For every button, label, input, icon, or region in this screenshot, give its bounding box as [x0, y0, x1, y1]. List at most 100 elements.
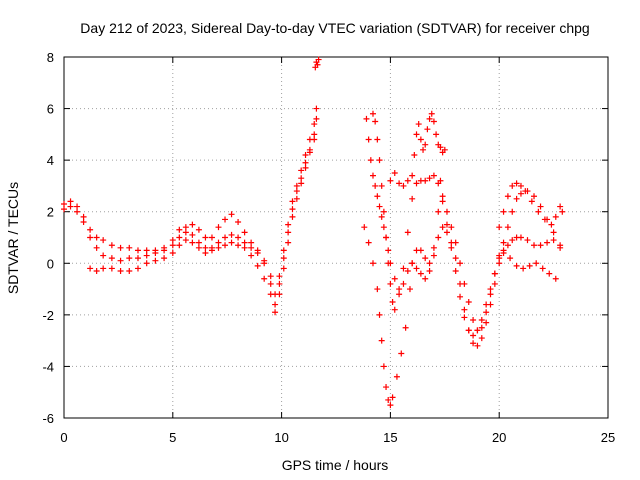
data-point: [422, 255, 429, 262]
data-point: [517, 182, 524, 189]
data-point: [528, 198, 535, 205]
data-point: [430, 252, 437, 259]
x-tick-label: 5: [169, 430, 176, 445]
data-point: [228, 239, 235, 246]
data-point: [367, 157, 374, 164]
data-point: [272, 301, 279, 308]
data-point: [387, 177, 394, 184]
data-point: [411, 151, 418, 158]
data-point: [285, 239, 292, 246]
series-8: [387, 110, 448, 189]
data-point: [430, 172, 437, 179]
data-point: [289, 213, 296, 220]
data-point: [74, 208, 81, 215]
data-point: [537, 203, 544, 210]
data-point: [87, 265, 94, 272]
data-point: [293, 188, 300, 195]
data-point: [417, 247, 424, 254]
data-point: [108, 242, 115, 249]
data-point: [470, 332, 477, 339]
x-tick-labels: 0 5 10 15 20 25: [60, 430, 615, 445]
data-point: [396, 286, 403, 293]
series-7: [369, 110, 564, 334]
data-point: [557, 203, 564, 210]
data-point: [389, 298, 396, 305]
data-point: [430, 118, 437, 125]
data-point: [385, 396, 392, 403]
data-point: [74, 203, 81, 210]
data-point: [500, 247, 507, 254]
data-point: [248, 252, 255, 259]
data-point: [293, 182, 300, 189]
data-point: [378, 213, 385, 220]
data-point: [430, 244, 437, 251]
data-point: [67, 203, 74, 210]
data-point: [420, 146, 427, 153]
data-point: [369, 260, 376, 267]
data-point: [169, 242, 176, 249]
data-point: [298, 175, 305, 182]
data-point: [504, 193, 511, 200]
data-point: [513, 262, 520, 269]
data-point: [363, 115, 370, 122]
data-point: [267, 291, 274, 298]
data-point: [422, 275, 429, 282]
data-point: [526, 262, 533, 269]
data-point: [195, 239, 202, 246]
data-point: [385, 247, 392, 254]
data-point: [457, 293, 464, 300]
data-point: [372, 118, 379, 125]
chart-title: Day 212 of 2023, Sidereal Day-to-day VTE…: [80, 20, 589, 36]
data-point: [182, 229, 189, 236]
data-point: [433, 131, 440, 138]
data-point: [452, 239, 459, 246]
data-point: [289, 206, 296, 213]
data-point: [413, 265, 420, 272]
data-point: [391, 275, 398, 282]
x-axis-label: GPS time / hours: [282, 457, 389, 473]
data-point: [378, 182, 385, 189]
data-point: [422, 141, 429, 148]
data-point: [400, 265, 407, 272]
data-point: [267, 280, 274, 287]
data-point: [404, 229, 411, 236]
data-point: [404, 177, 411, 184]
data-point: [478, 324, 485, 331]
data-point: [383, 234, 390, 241]
data-point: [169, 237, 176, 244]
data-point: [535, 208, 542, 215]
data-point: [537, 242, 544, 249]
data-point: [398, 350, 405, 357]
data-point: [409, 172, 416, 179]
data-point: [302, 151, 309, 158]
data-point: [376, 311, 383, 318]
data-point: [254, 247, 261, 254]
data-point: [524, 237, 531, 244]
data-point: [448, 224, 455, 231]
data-point: [314, 61, 321, 68]
data-point: [461, 306, 468, 313]
data-point: [470, 317, 477, 324]
data-point: [522, 188, 529, 195]
data-point: [311, 121, 318, 128]
y-tick-label: -6: [42, 411, 54, 426]
data-point: [108, 255, 115, 262]
data-point: [276, 273, 283, 280]
data-point: [80, 213, 87, 220]
series-4: [312, 56, 322, 71]
x-tick-label: 10: [274, 430, 288, 445]
data-point: [396, 180, 403, 187]
data-point: [441, 146, 448, 153]
data-point: [241, 239, 248, 246]
data-point: [100, 237, 107, 244]
data-point: [487, 286, 494, 293]
y-tick-label: 0: [47, 256, 54, 271]
data-point: [143, 247, 150, 254]
data-point: [202, 244, 209, 251]
data-point: [235, 242, 242, 249]
data-point: [465, 327, 472, 334]
data-point: [100, 252, 107, 259]
x-tick-label: 15: [383, 430, 397, 445]
y-tick-labels: -6 -4 -2 0 2 4 6 8: [42, 50, 54, 426]
data-point: [513, 195, 520, 202]
